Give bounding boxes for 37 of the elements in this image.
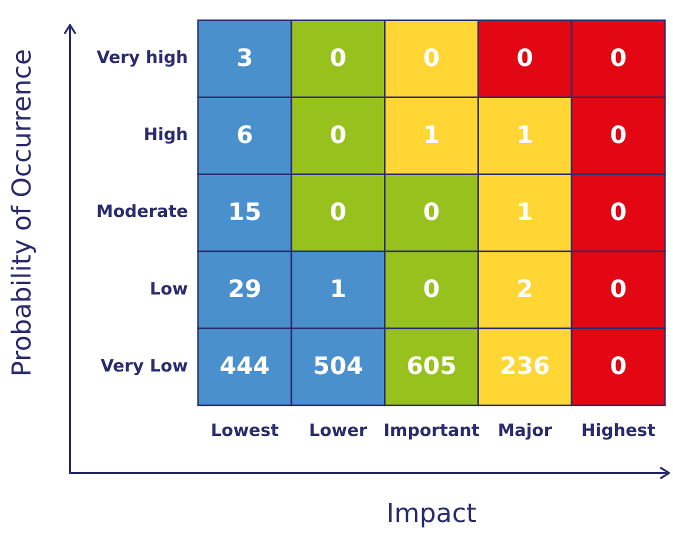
- data-label: 1: [423, 120, 440, 149]
- x-axis-title: Impact: [386, 499, 476, 530]
- data-label: 0: [423, 275, 440, 304]
- data-label: 444: [220, 352, 270, 380]
- y-tick-label: High: [144, 125, 188, 146]
- data-label: 0: [330, 198, 346, 226]
- data-label: 1: [516, 198, 534, 226]
- y-tick-label: Very Low: [100, 356, 188, 376]
- x-tick-label: Major: [498, 421, 553, 442]
- data-label: 0: [330, 120, 346, 149]
- data-label: 0: [516, 44, 534, 72]
- data-label: 0: [423, 198, 440, 226]
- data-label: 0: [423, 44, 440, 72]
- x-tick-label: Lower: [309, 421, 368, 442]
- data-label: 3: [236, 44, 254, 72]
- x-tick-label: Important: [383, 421, 480, 442]
- data-label: 0: [330, 44, 346, 72]
- data-label: 1: [516, 120, 534, 149]
- data-label: 605: [406, 352, 457, 380]
- data-label: 504: [313, 352, 364, 380]
- data-label: 0: [610, 198, 627, 226]
- x-tick-label: Lowest: [210, 421, 279, 442]
- data-label: 0: [610, 352, 627, 380]
- data-label: 2: [516, 275, 534, 304]
- data-label: 1: [330, 275, 346, 304]
- y-tick-label: Very high: [96, 48, 188, 68]
- data-label: 6: [236, 120, 254, 149]
- data-label: 0: [610, 275, 627, 304]
- y-tick-label: Low: [150, 279, 188, 300]
- data-label: 15: [228, 198, 262, 226]
- y-axis-title: Probability of Occurrence: [7, 48, 38, 377]
- data-label: 0: [610, 44, 627, 72]
- x-tick-label: Highest: [581, 421, 656, 442]
- data-label: 0: [610, 120, 627, 149]
- data-label: 29: [228, 275, 262, 304]
- data-label: 236: [500, 352, 550, 380]
- y-tick-label: Moderate: [96, 202, 188, 222]
